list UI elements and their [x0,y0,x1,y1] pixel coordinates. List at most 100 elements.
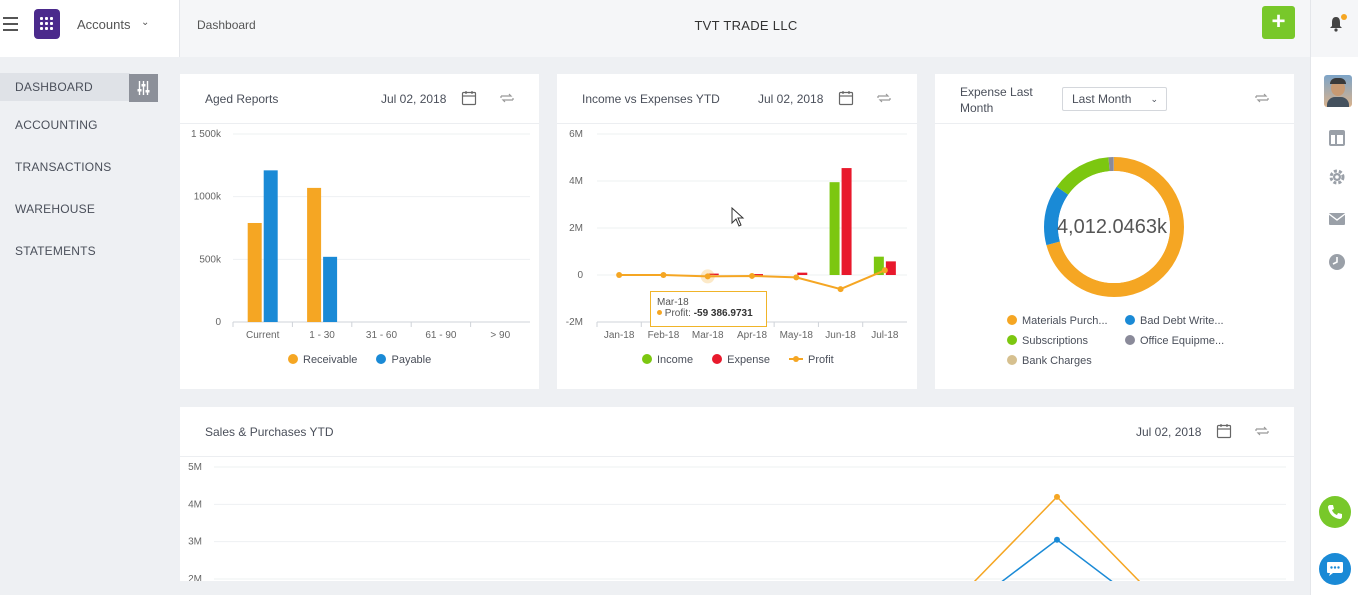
sales-purchases-card: Sales & Purchases YTD Jul 02, 2018 2M 3M 4… [180,407,1294,581]
donut-inner-edge [1058,171,1170,283]
x-tick-label: Jun-18 [825,330,856,341]
top-bar: Accounts ⌄ Dashboard TVT TRADE LLC + [0,0,1310,57]
bar-expense [885,261,896,275]
legend-materials[interactable]: Materials Purch... [1007,311,1125,331]
add-button[interactable]: + [1262,6,1295,39]
profit-point [793,274,800,281]
tooltip-line: Profit: -59 386.9731 [657,308,760,319]
legend-label: Payable [391,354,432,366]
tooltip-label: Profit: [664,308,691,319]
card-header: Expense Last Month Last Month ⌄ [935,74,1294,124]
layout-icon[interactable] [1328,129,1346,147]
income-expenses-card: Income vs Expenses YTD Jul 02, 2018 -2M 0… [557,74,917,389]
bar-expense [753,274,763,276]
legend-subscriptions[interactable]: Subscriptions [1007,331,1125,351]
y-tick-label: 0 [215,317,221,328]
refresh-icon[interactable] [876,90,892,106]
sidebar-item-warehouse[interactable]: WAREHOUSE [15,202,96,216]
legend-income[interactable]: Income [642,354,693,366]
chart-tooltip: Mar-18 Profit: -59 386.9731 [650,291,767,327]
brand-area: Accounts ⌄ [0,0,180,57]
donut-slice [1044,157,1184,297]
y-tick-label: 3M [188,537,202,548]
x-tick-label: Apr-18 [737,330,767,341]
calendar-icon[interactable] [1216,423,1232,439]
legend-bank-charges[interactable]: Bank Charges [1007,351,1125,371]
x-tick-label: 31 - 60 [366,330,398,341]
bar-income [829,182,840,275]
clock-icon[interactable] [1328,253,1346,271]
company-name: TVT TRADE LLC [694,18,798,33]
legend-payable[interactable]: Payable [376,354,431,366]
y-tick-label: 2M [188,574,202,581]
mail-icon[interactable] [1328,210,1346,228]
avatar[interactable] [1324,75,1352,107]
refresh-icon[interactable] [499,90,515,106]
profit-point [616,272,623,278]
y-tick-label: 1000k [194,192,222,203]
phone-icon [1328,505,1342,519]
x-tick-label: May-18 [780,330,814,341]
sidebar-item-transactions[interactable]: TRANSACTIONS [15,160,112,174]
sidebar-item-dashboard[interactable]: DASHBOARD [0,73,130,101]
card-title: Aged Reports [205,92,279,106]
gear-icon[interactable] [1328,168,1346,186]
tune-button[interactable] [129,74,158,102]
chat-icon [1327,562,1343,576]
refresh-icon[interactable] [1254,423,1270,439]
accounts-dropdown[interactable]: Accounts [77,17,131,32]
legend-label: Bad Debt Write... [1140,315,1224,327]
bar-receivable [247,222,262,322]
legend-receivable[interactable]: Receivable [288,354,357,366]
date-picker[interactable]: Jul 02, 2018 [381,92,447,106]
sidebar-item-accounting[interactable]: ACCOUNTING [15,118,98,132]
date-picker[interactable]: Jul 02, 2018 [1136,425,1202,439]
expense-last-month-card: Expense Last Month Last Month ⌄ 4,012.04… [935,74,1294,389]
legend-label: Office Equipme... [1140,335,1225,347]
card-header: Sales & Purchases YTD Jul 02, 2018 [180,407,1294,457]
x-tick-label: Mar-18 [692,330,724,341]
legend-profit[interactable]: Profit [789,354,834,366]
refresh-icon[interactable] [1254,90,1270,106]
bar-expense [841,168,852,275]
mouse-cursor-icon [731,207,745,227]
bell-icon[interactable] [1329,16,1343,32]
expense-legend: Materials Purch... Bad Debt Write... Sub… [1007,311,1267,371]
calendar-icon[interactable] [838,90,854,106]
legend-expense[interactable]: Expense [712,354,770,366]
x-tick-label: 61 - 90 [425,330,457,341]
donut-center-value: 4,012.0463k [1056,216,1168,238]
chat-button[interactable] [1319,553,1351,585]
hamburger-icon[interactable] [3,17,18,31]
legend-office-equipment[interactable]: Office Equipme... [1125,331,1243,351]
sales-purchases-chart: 2M 3M 4M 5M [188,462,1286,581]
sidebar: DASHBOARD ACCOUNTING TRANSACTIONS WAREHO… [0,57,165,595]
legend-label: Subscriptions [1022,335,1089,347]
card-header: Income vs Expenses YTD Jul 02, 2018 [557,74,917,124]
chevron-down-icon: ⌄ [1150,94,1158,104]
x-tick-label: > 90 [490,330,510,341]
sidebar-item-statements[interactable]: STATEMENTS [15,244,96,258]
profit-point [837,286,844,293]
phone-button[interactable] [1319,496,1351,528]
app-logo[interactable] [34,9,60,39]
expense-donut-chart [1044,157,1184,297]
y-tick-label: 2M [569,223,583,234]
date-picker[interactable]: Jul 02, 2018 [758,92,824,106]
period-select[interactable]: Last Month ⌄ [1062,87,1167,111]
calendar-icon[interactable] [461,90,477,106]
income-legend: Income Expense Profit [642,354,850,366]
y-tick-label: 500k [199,254,222,265]
select-value: Last Month [1072,92,1132,106]
y-tick-label: -2M [566,317,583,328]
breadcrumb: Dashboard [197,18,256,32]
legend-label: Expense [727,354,770,366]
y-tick-label: 1 500k [191,129,222,140]
profit-point [749,272,755,279]
card-header: Aged Reports Jul 02, 2018 [180,74,539,124]
profit-point [660,272,667,278]
chevron-down-icon[interactable]: ⌄ [141,17,150,28]
legend-bad-debt[interactable]: Bad Debt Write... [1125,311,1243,331]
legend-label: Receivable [303,354,358,366]
y-tick-label: 0 [577,270,583,281]
